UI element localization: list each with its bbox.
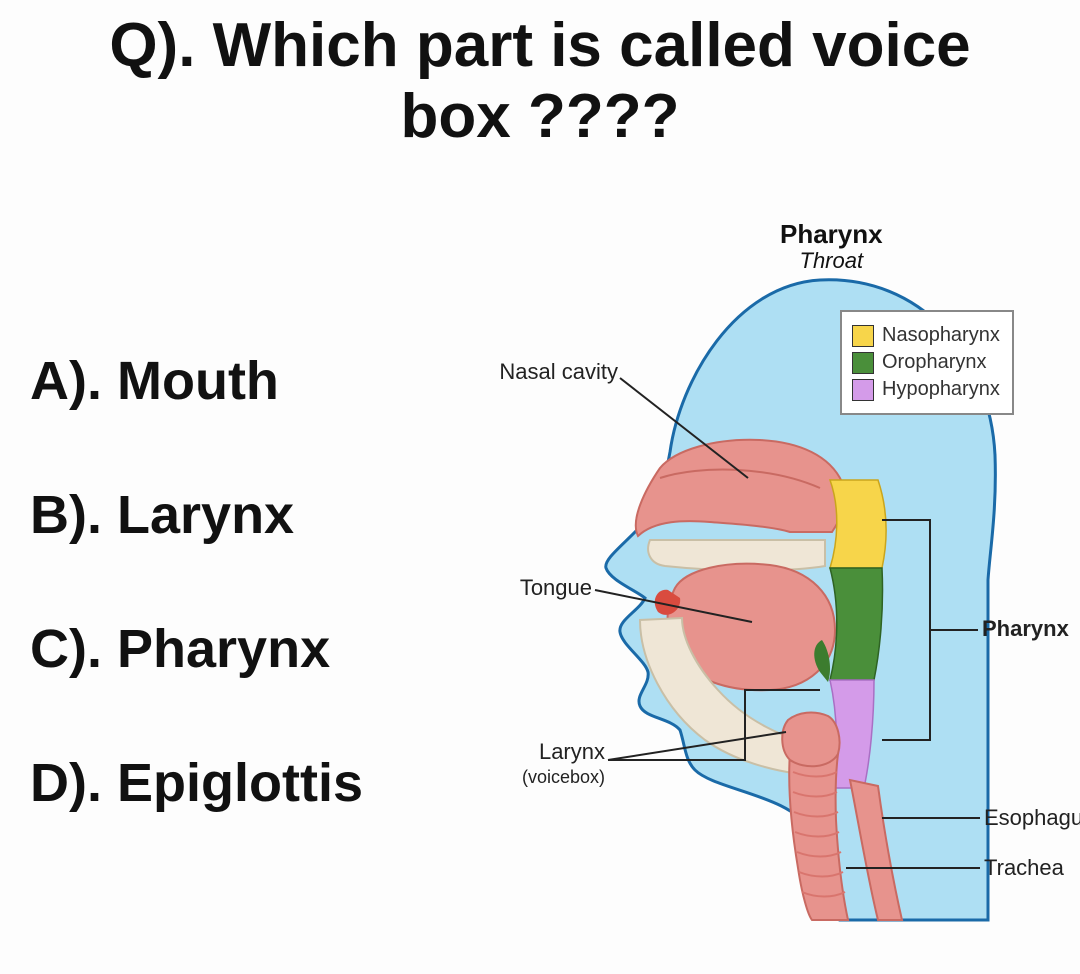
answer-options: A). Mouth B). Larynx C). Pharynx D). Epi…	[30, 350, 363, 886]
question-text: Q). Which part is called voice box ????	[0, 10, 1080, 153]
swatch-nasopharynx	[852, 325, 874, 347]
label-nasal: Nasal cavity	[480, 360, 618, 384]
question-line2: box ????	[401, 82, 680, 151]
label-tongue: Tongue	[500, 576, 592, 600]
legend-hypopharynx: Hypopharynx	[852, 378, 1000, 401]
legend-nasopharynx: Nasopharynx	[852, 324, 1000, 347]
option-d[interactable]: D). Epiglottis	[30, 752, 363, 814]
swatch-hypopharynx	[852, 379, 874, 401]
label-pharynx: Pharynx	[982, 617, 1069, 641]
question-line1: Q). Which part is called voice	[109, 11, 970, 80]
oropharynx-region	[830, 568, 883, 680]
legend: Nasopharynx Oropharynx Hypopharynx	[840, 310, 1014, 415]
label-trachea: Trachea	[984, 856, 1064, 880]
option-a[interactable]: A). Mouth	[30, 350, 363, 412]
larynx	[782, 713, 839, 767]
nasopharynx-region	[830, 480, 886, 568]
label-esophagus: Esophagus	[984, 806, 1080, 830]
option-b[interactable]: B). Larynx	[30, 484, 363, 546]
legend-oropharynx: Oropharynx	[852, 351, 1000, 374]
pharynx-diagram: Pharynx Throat	[490, 220, 1070, 940]
swatch-oropharynx	[852, 352, 874, 374]
label-larynx: Larynx (voicebox)	[490, 740, 605, 788]
option-c[interactable]: C). Pharynx	[30, 618, 363, 680]
nasal-cavity	[636, 440, 844, 536]
